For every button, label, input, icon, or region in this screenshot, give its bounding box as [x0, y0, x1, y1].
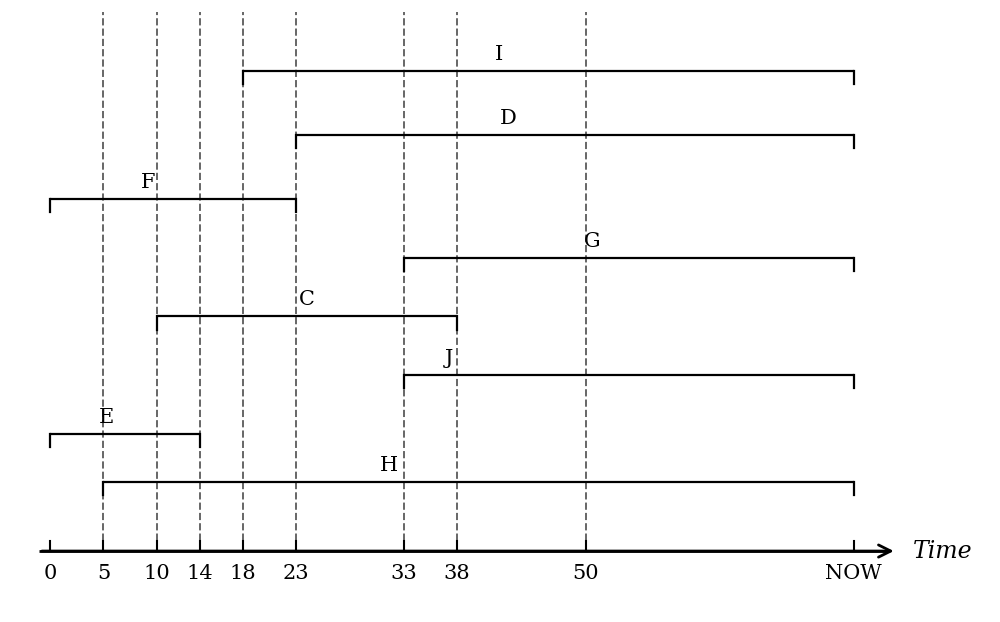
Text: G: G: [584, 232, 601, 251]
Text: NOW: NOW: [825, 564, 882, 583]
Text: 33: 33: [390, 564, 417, 583]
Text: 50: 50: [572, 564, 599, 583]
Text: C: C: [299, 290, 315, 309]
Text: E: E: [99, 408, 114, 427]
Text: Time: Time: [913, 539, 972, 562]
Text: F: F: [141, 173, 156, 192]
Text: I: I: [495, 45, 503, 64]
Text: 23: 23: [283, 564, 310, 583]
Text: 5: 5: [97, 564, 110, 583]
Text: 38: 38: [444, 564, 470, 583]
Text: 10: 10: [144, 564, 170, 583]
Text: 0: 0: [43, 564, 57, 583]
Text: J: J: [444, 349, 453, 368]
Text: 18: 18: [229, 564, 256, 583]
Text: H: H: [379, 456, 398, 475]
Text: 14: 14: [187, 564, 213, 583]
Text: D: D: [500, 109, 517, 128]
